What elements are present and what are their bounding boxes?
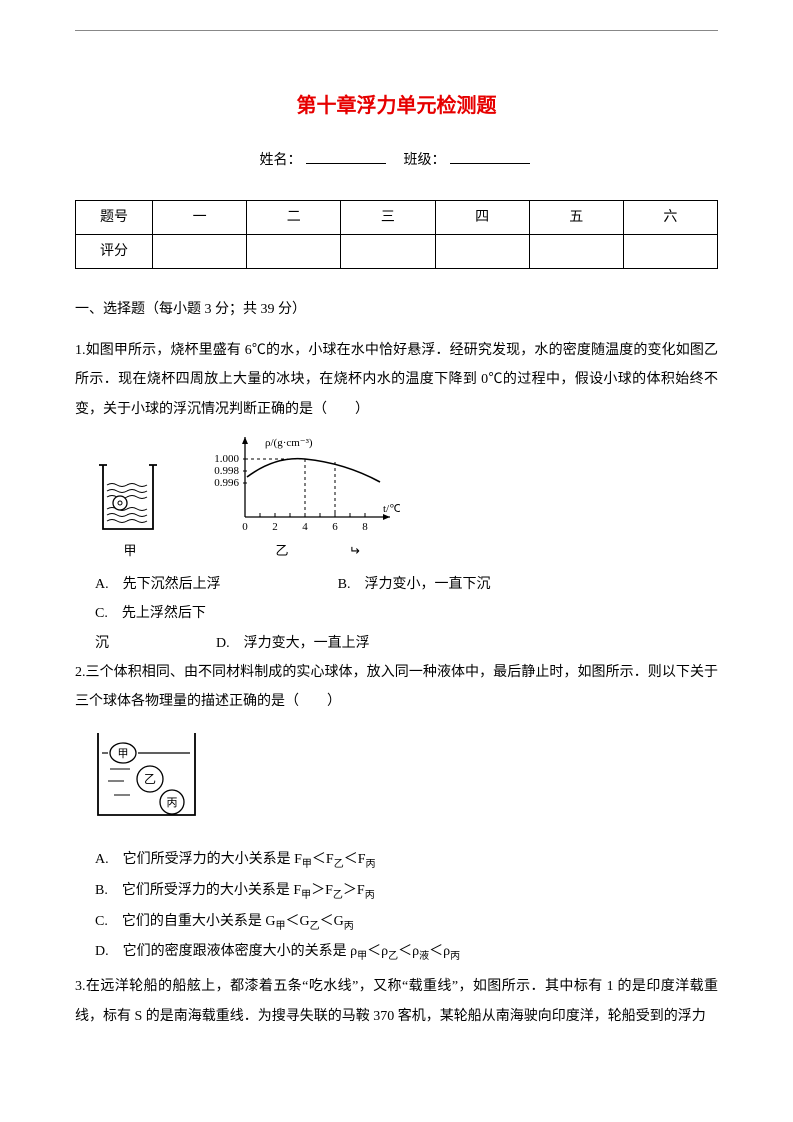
svg-text:0.996: 0.996 <box>214 477 239 489</box>
q1-opt-a[interactable]: A. 先下沉然后上浮 <box>95 577 221 592</box>
chart-icon: 1.000 0.998 0.996 0 2 4 6 8 <box>195 432 400 537</box>
q2-opt-b[interactable]: B. 它们所受浮力的大小关系是 F甲＞F乙＞F丙 <box>95 876 718 907</box>
container-icon: 甲 乙 丙 <box>90 725 205 825</box>
svg-text:2: 2 <box>272 521 278 533</box>
caption-yi: 乙 <box>276 541 289 562</box>
svg-text:0: 0 <box>242 521 248 533</box>
cell: 五 <box>529 201 623 235</box>
beaker-icon <box>95 457 165 537</box>
q2-opt-d[interactable]: D. 它们的密度跟液体密度大小的关系是 ρ甲＜ρ乙＜ρ液＜ρ丙 <box>95 937 718 968</box>
table-row: 评分 <box>76 235 718 269</box>
q1-opt-b[interactable]: B. 浮力变小，一直下沉 <box>338 577 491 592</box>
beaker-figure: 甲 <box>95 457 165 562</box>
question-1-stem: 1.如图甲所示，烧杯里盛有 6℃的水，小球在水中恰好悬浮．经研究发现，水的密度随… <box>75 336 718 424</box>
question-2-stem: 2.三个体积相同、由不同材料制成的实心球体，放入同一种液体中，最后静止时，如图所… <box>75 658 718 717</box>
score-table: 题号 一 二 三 四 五 六 评分 <box>75 200 718 269</box>
q1-opt-c-cont: 沉 <box>95 636 109 651</box>
svg-text:0.998: 0.998 <box>214 465 239 477</box>
density-chart: 1.000 0.998 0.996 0 2 4 6 8 <box>195 432 400 562</box>
q1-figures: 甲 1.000 0.998 0.996 0 2 4 6 8 <box>95 432 718 562</box>
section-heading: 一、选择题（每小题 3 分；共 39 分） <box>75 299 718 321</box>
page-title: 第十章浮力单元检测题 <box>75 90 718 122</box>
name-class-row: 姓名： 班级： <box>75 150 718 172</box>
cell[interactable] <box>529 235 623 269</box>
class-blank[interactable] <box>450 150 530 164</box>
cell: 评分 <box>76 235 153 269</box>
class-label: 班级： <box>404 153 446 168</box>
q1-opt-c[interactable]: C. 先上浮然后下 <box>95 606 206 621</box>
name-blank[interactable] <box>306 150 386 164</box>
svg-text:甲: 甲 <box>118 748 129 760</box>
svg-text:ρ/(g·cm⁻³): ρ/(g·cm⁻³) <box>265 437 313 449</box>
cell[interactable] <box>247 235 341 269</box>
svg-text:丙: 丙 <box>167 797 178 809</box>
svg-text:乙: 乙 <box>144 772 156 786</box>
return-icon: ↵ <box>349 541 360 562</box>
cell[interactable] <box>623 235 717 269</box>
table-row: 题号 一 二 三 四 五 六 <box>76 201 718 235</box>
cell[interactable] <box>341 235 435 269</box>
cell[interactable] <box>435 235 529 269</box>
q1-opt-d[interactable]: D. 浮力变大，一直上浮 <box>216 636 370 651</box>
q2-figure: 甲 乙 丙 <box>90 725 718 833</box>
cell: 一 <box>153 201 247 235</box>
cell[interactable] <box>153 235 247 269</box>
caption-jia: 甲 <box>123 541 136 562</box>
q1-options: A. 先下沉然后上浮 B. 浮力变小，一直下沉 C. 先上浮然后下 沉 D. 浮… <box>95 570 718 658</box>
name-label: 姓名： <box>260 153 302 168</box>
q2-opt-c[interactable]: C. 它们的自重大小关系是 G甲＜G乙＜G丙 <box>95 907 718 938</box>
top-rule <box>75 30 718 31</box>
svg-text:8: 8 <box>362 521 368 533</box>
q2-opt-a[interactable]: A. 它们所受浮力的大小关系是 F甲＜F乙＜F丙 <box>95 845 718 876</box>
cell: 题号 <box>76 201 153 235</box>
svg-text:6: 6 <box>332 521 338 533</box>
question-3-stem: 3.在远洋轮船的船舷上，都漆着五条“吃水线”，又称“载重线”，如图所示．其中标有… <box>75 972 718 1031</box>
cell: 六 <box>623 201 717 235</box>
svg-text:t/℃: t/℃ <box>383 503 400 515</box>
svg-text:4: 4 <box>302 521 308 533</box>
cell: 三 <box>341 201 435 235</box>
svg-text:1.000: 1.000 <box>214 453 239 465</box>
cell: 四 <box>435 201 529 235</box>
cell: 二 <box>247 201 341 235</box>
